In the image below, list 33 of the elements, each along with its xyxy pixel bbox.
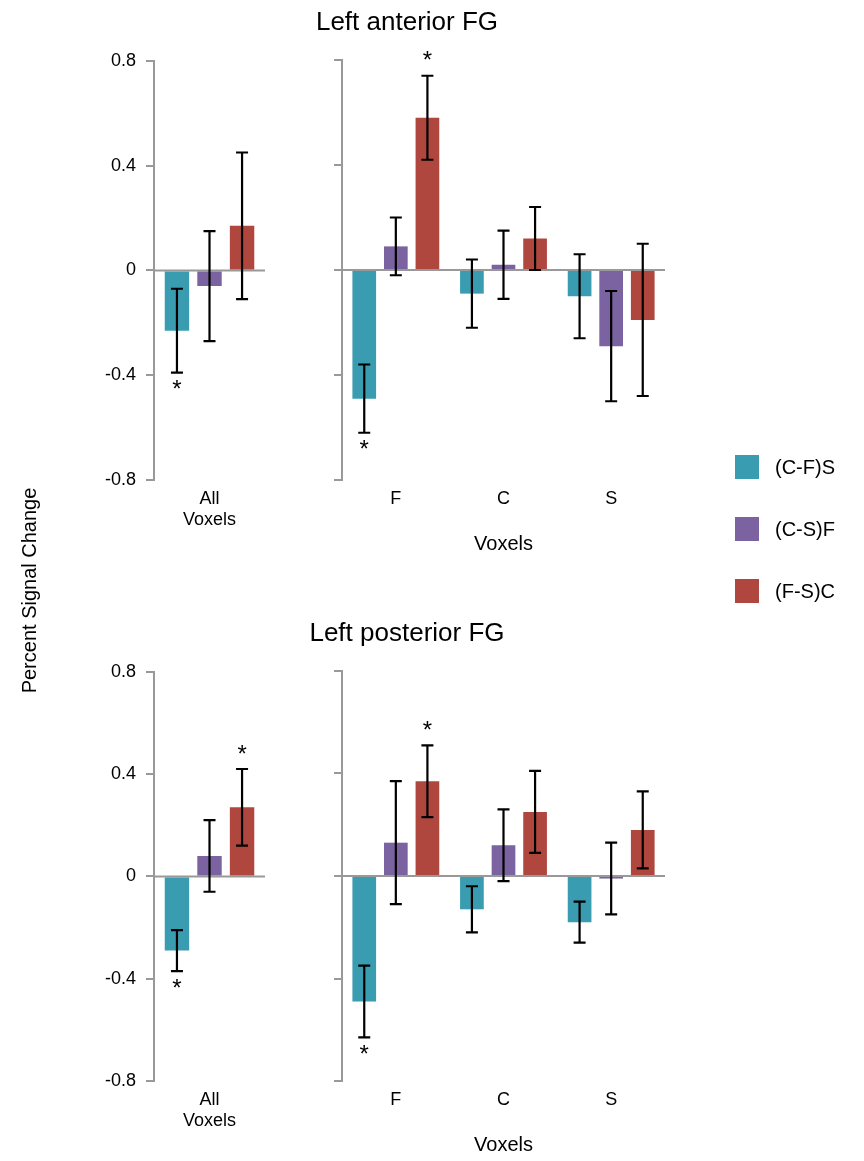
x-tick-label: F	[390, 1088, 402, 1109]
y-tick-label: 0	[126, 259, 137, 280]
annotation: *	[359, 1040, 369, 1068]
chart-title: Left posterior FG	[308, 617, 506, 648]
annotation: *	[172, 973, 182, 1001]
legend-label: (C-S)F	[775, 517, 835, 541]
y-tick-label: 0.4	[110, 154, 137, 175]
y-tick-label: 0.8	[110, 49, 137, 70]
annotation: *	[237, 739, 247, 767]
chart-title: Left anterior FG	[314, 6, 500, 37]
annotation: *	[172, 375, 182, 403]
x-tick-label: S	[605, 1088, 618, 1109]
x-tick-label: All Voxels	[182, 1088, 237, 1131]
x-tick-label: C	[497, 487, 510, 508]
x-tick-label: C	[497, 1088, 510, 1109]
y-axis-title: Percent Signal Change	[18, 487, 42, 693]
annotation: *	[422, 46, 433, 74]
annotation: *	[359, 435, 369, 463]
x-axis-title: Voxels	[474, 531, 533, 554]
y-tick-label: 0.8	[110, 660, 137, 681]
x-axis-title: Voxels	[474, 1132, 533, 1155]
legend-label: (C-F)S	[775, 455, 835, 479]
y-tick-label: -0.4	[104, 364, 137, 385]
x-tick-label: S	[605, 487, 618, 508]
annotation: *	[422, 715, 433, 743]
x-tick-label: All Voxels	[182, 487, 237, 530]
y-tick-label: -0.8	[104, 468, 137, 489]
x-tick-label: F	[390, 487, 402, 508]
y-tick-label: -0.8	[104, 1069, 137, 1090]
legend-label: (F-S)C	[775, 579, 835, 603]
y-tick-label: 0	[126, 865, 137, 886]
y-tick-label: -0.4	[104, 967, 137, 988]
y-tick-label: 0.4	[110, 763, 137, 784]
